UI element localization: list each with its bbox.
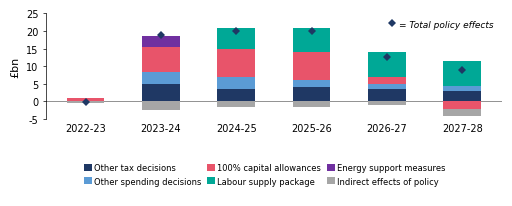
Bar — [142, 48, 180, 72]
Bar — [218, 90, 255, 102]
Bar — [443, 109, 481, 116]
Bar — [67, 98, 104, 102]
Bar — [293, 28, 330, 53]
Bar — [293, 88, 330, 102]
Y-axis label: £bn: £bn — [10, 56, 20, 77]
Bar — [368, 90, 406, 102]
Bar — [142, 37, 180, 48]
Bar — [218, 102, 255, 107]
Bar — [368, 53, 406, 77]
Bar — [218, 49, 255, 77]
Bar — [293, 102, 330, 107]
Bar — [368, 77, 406, 84]
Bar — [142, 102, 180, 111]
Bar — [293, 53, 330, 81]
Bar — [142, 72, 180, 84]
Bar — [218, 28, 255, 49]
Legend: Other tax decisions, Other spending decisions, 100% capital allowances, Labour s: Other tax decisions, Other spending deci… — [84, 164, 445, 186]
Bar — [218, 77, 255, 90]
Bar — [368, 102, 406, 105]
Bar — [368, 84, 406, 90]
Bar — [443, 102, 481, 109]
Bar — [142, 84, 180, 102]
Bar — [443, 86, 481, 91]
Bar — [443, 91, 481, 102]
Bar — [443, 62, 481, 86]
Bar — [293, 81, 330, 88]
Bar — [67, 102, 104, 103]
